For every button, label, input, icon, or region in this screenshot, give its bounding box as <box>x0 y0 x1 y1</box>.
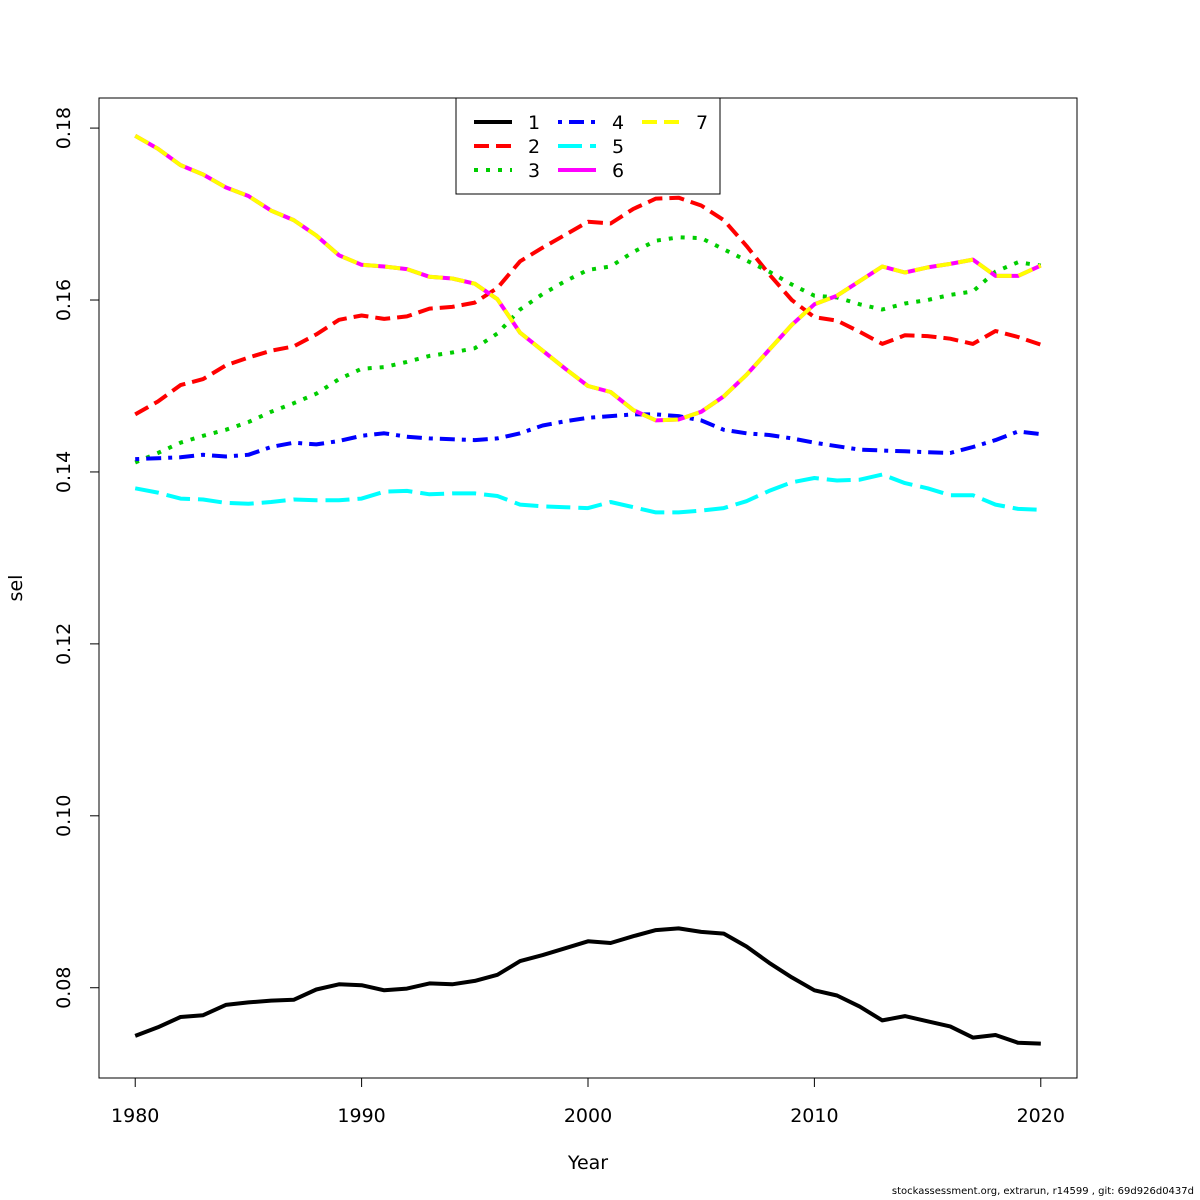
y-tick-label: 0.14 <box>53 451 75 493</box>
series-5-line <box>134 472 1041 515</box>
y-axis-title: sel <box>5 575 27 602</box>
plot-frame <box>98 97 1078 1079</box>
x-tick-label: 1980 <box>111 1105 159 1127</box>
series-lines <box>134 134 1042 1046</box>
legend-label-2: 2 <box>528 136 540 158</box>
y-tick-label: 0.16 <box>53 279 75 321</box>
series-7-line <box>134 134 1042 423</box>
x-axis: 1980 1990 2000 2010 2020 <box>111 1077 1065 1127</box>
x-tick-label: 2010 <box>790 1105 838 1127</box>
legend-label-4: 4 <box>612 112 624 134</box>
y-axis: 0.08 0.10 0.12 0.14 0.16 0.18 <box>53 107 100 1009</box>
x-tick-label: 1990 <box>337 1105 385 1127</box>
legend-label-7: 7 <box>696 112 708 134</box>
series-1-line <box>134 926 1041 1046</box>
x-tick-label: 2020 <box>1017 1105 1065 1127</box>
series-4-line <box>135 412 1042 462</box>
y-tick-label: 0.18 <box>53 107 75 149</box>
legend-label-6: 6 <box>612 160 624 182</box>
legend: 123 456 7 <box>455 97 721 195</box>
footer-note: stockassessment.org, extrarun, r14599 , … <box>891 1186 1194 1197</box>
legend-box <box>455 97 721 195</box>
y-tick-label: 0.08 <box>53 967 75 1009</box>
y-tick-label: 0.12 <box>53 623 75 665</box>
legend-label-3: 3 <box>528 160 540 182</box>
legend-label-1: 1 <box>528 112 540 134</box>
legend-label-5: 5 <box>612 136 624 158</box>
x-axis-title: Year <box>567 1152 608 1174</box>
y-tick-label: 0.10 <box>53 795 75 837</box>
x-tick-label: 2000 <box>564 1105 612 1127</box>
series-2-line <box>134 195 1042 417</box>
